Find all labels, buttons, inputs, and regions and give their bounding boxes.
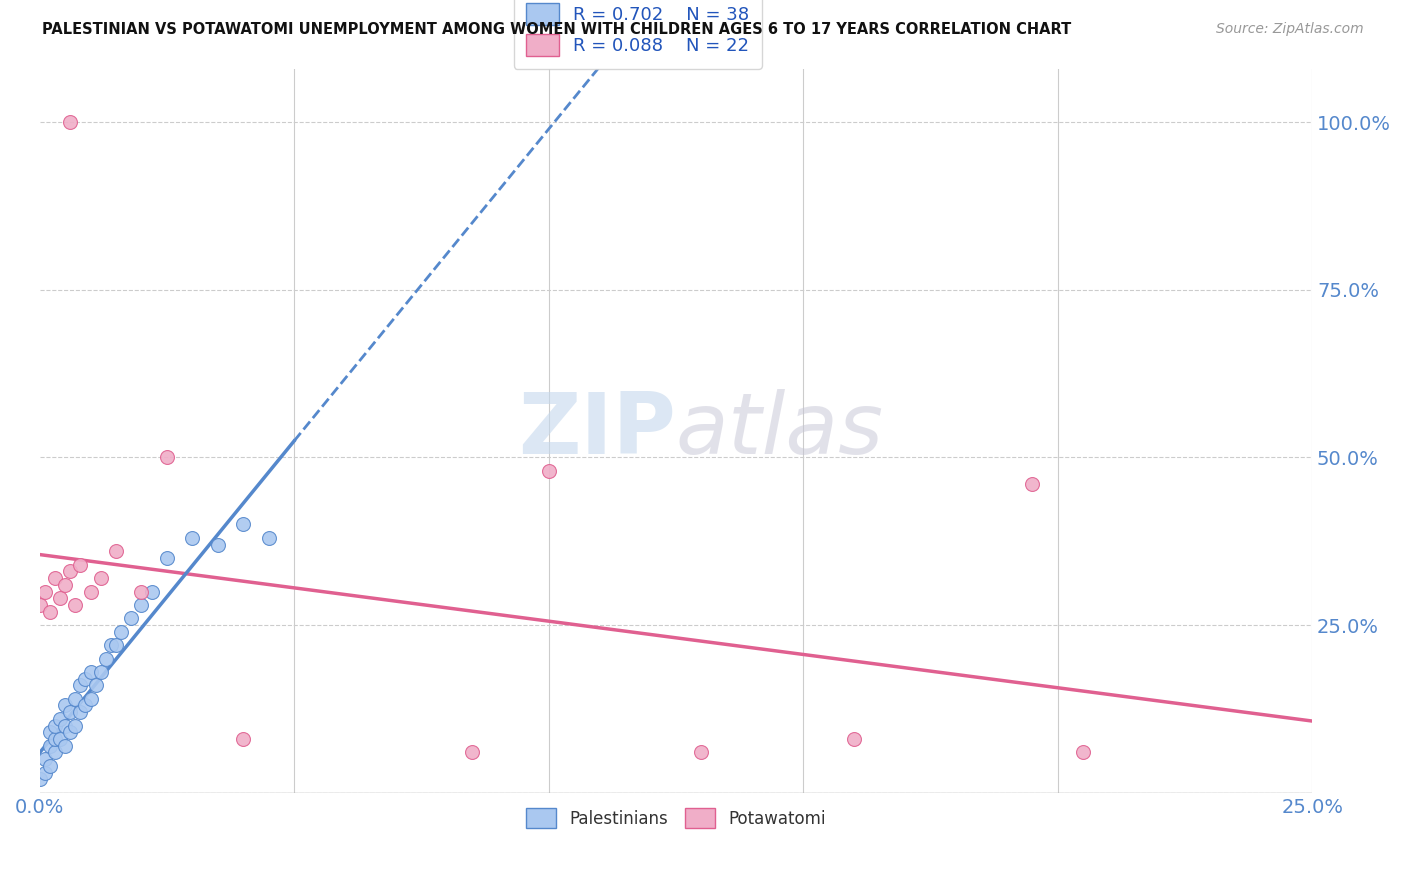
Point [141,584,163,599]
Point [65,718,87,732]
Point [75,698,97,713]
Point [59,725,82,739]
Point [232,731,254,746]
Point [1071,746,1094,760]
Point [207,538,229,552]
Point [34,584,56,599]
Point [461,746,484,760]
Legend: Palestinians, Potawatomi: Palestinians, Potawatomi [519,801,832,835]
Point [84,678,107,692]
Point [44,571,66,585]
Point [537,464,560,478]
Point [100,638,122,652]
Point [105,544,128,558]
Point [28,772,51,787]
Point [38,605,60,619]
Point [53,739,76,753]
Point [156,551,179,566]
Point [53,718,76,732]
Point [53,578,76,592]
Point [181,531,204,545]
Point [44,731,66,746]
Point [59,115,82,129]
Point [49,731,72,746]
Point [257,531,280,545]
Point [232,517,254,532]
Point [79,584,101,599]
Text: Source: ZipAtlas.com: Source: ZipAtlas.com [1216,22,1364,37]
Point [79,691,101,706]
Point [44,718,66,732]
Text: ZIP: ZIP [519,389,676,472]
Point [75,672,97,686]
Point [34,765,56,780]
Point [38,725,60,739]
Point [49,712,72,726]
Text: atlas: atlas [676,389,884,472]
Text: PALESTINIAN VS POTAWATOMI UNEMPLOYMENT AMONG WOMEN WITH CHILDREN AGES 6 TO 17 YE: PALESTINIAN VS POTAWATOMI UNEMPLOYMENT A… [42,22,1071,37]
Point [1021,477,1043,491]
Point [69,678,91,692]
Point [156,450,179,465]
Point [105,638,128,652]
Point [65,598,87,612]
Point [38,739,60,753]
Point [69,558,91,572]
Point [59,705,82,719]
Point [131,598,153,612]
Point [131,584,153,599]
Point [38,759,60,773]
Point [69,705,91,719]
Point [59,565,82,579]
Point [842,731,865,746]
Point [90,665,112,679]
Point [53,698,76,713]
Point [90,571,112,585]
Point [690,746,713,760]
Point [110,624,132,639]
Point [94,651,117,665]
Point [34,752,56,766]
Point [65,691,87,706]
Point [120,611,142,625]
Point [44,746,66,760]
Point [28,598,51,612]
Point [49,591,72,606]
Point [79,665,101,679]
